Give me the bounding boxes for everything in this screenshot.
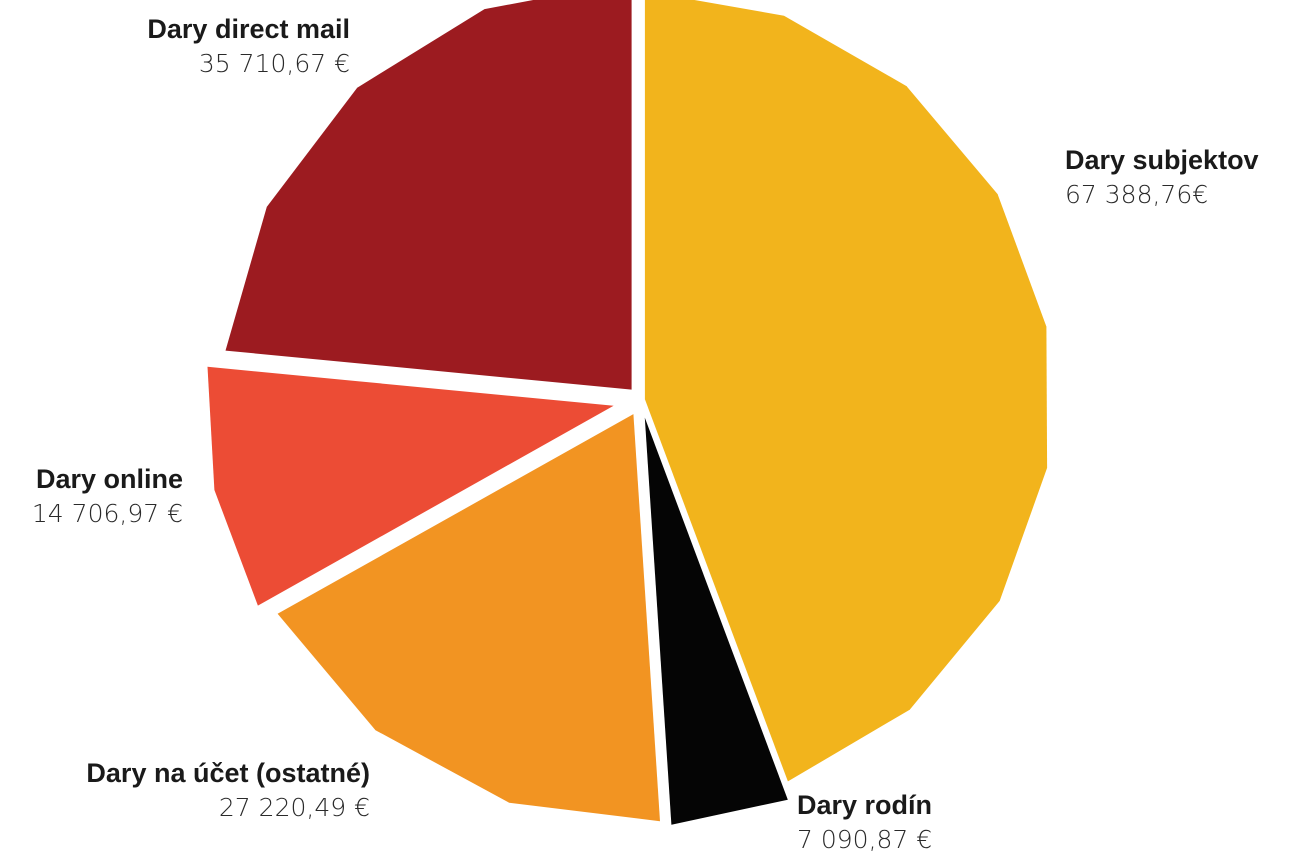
slice-label-value: 67 388,76€ — [1065, 180, 1209, 209]
slice-label-value: 7 090,87 € — [797, 825, 933, 854]
slice-label-value: 14 706,97 € — [31, 499, 183, 528]
pie-slice-dary-subjektov — [644, 0, 1048, 782]
pie-slice-dary-direct-mail — [225, 0, 632, 390]
pie-slice-dary-rod-n — [644, 417, 788, 825]
label-dary-direct-mail: Dary direct mail 35 710,67 € — [147, 12, 350, 82]
slice-label-name: Dary rodín — [797, 790, 933, 820]
slice-label-value: 27 220,49 € — [218, 793, 370, 822]
slice-label-name: Dary online — [35, 464, 183, 494]
slice-label-name: Dary direct mail — [147, 14, 350, 44]
pie-slice-dary-na-et-ostatn- — [277, 414, 660, 822]
slice-label-name: Dary subjektov — [1065, 145, 1259, 175]
slice-label-value: 35 710,67 € — [198, 49, 350, 78]
label-dary-na-ucet: Dary na účet (ostatné) 27 220,49 € — [86, 756, 370, 826]
slice-label-name: Dary na účet (ostatné) — [86, 758, 370, 788]
label-dary-rodin: Dary rodín 7 090,87 € — [797, 788, 932, 858]
pie-slice-dary-online — [207, 366, 614, 606]
label-dary-online: Dary online 14 706,97 € — [32, 462, 183, 532]
label-dary-subjektov: Dary subjektov 67 388,76€ — [1065, 143, 1259, 213]
